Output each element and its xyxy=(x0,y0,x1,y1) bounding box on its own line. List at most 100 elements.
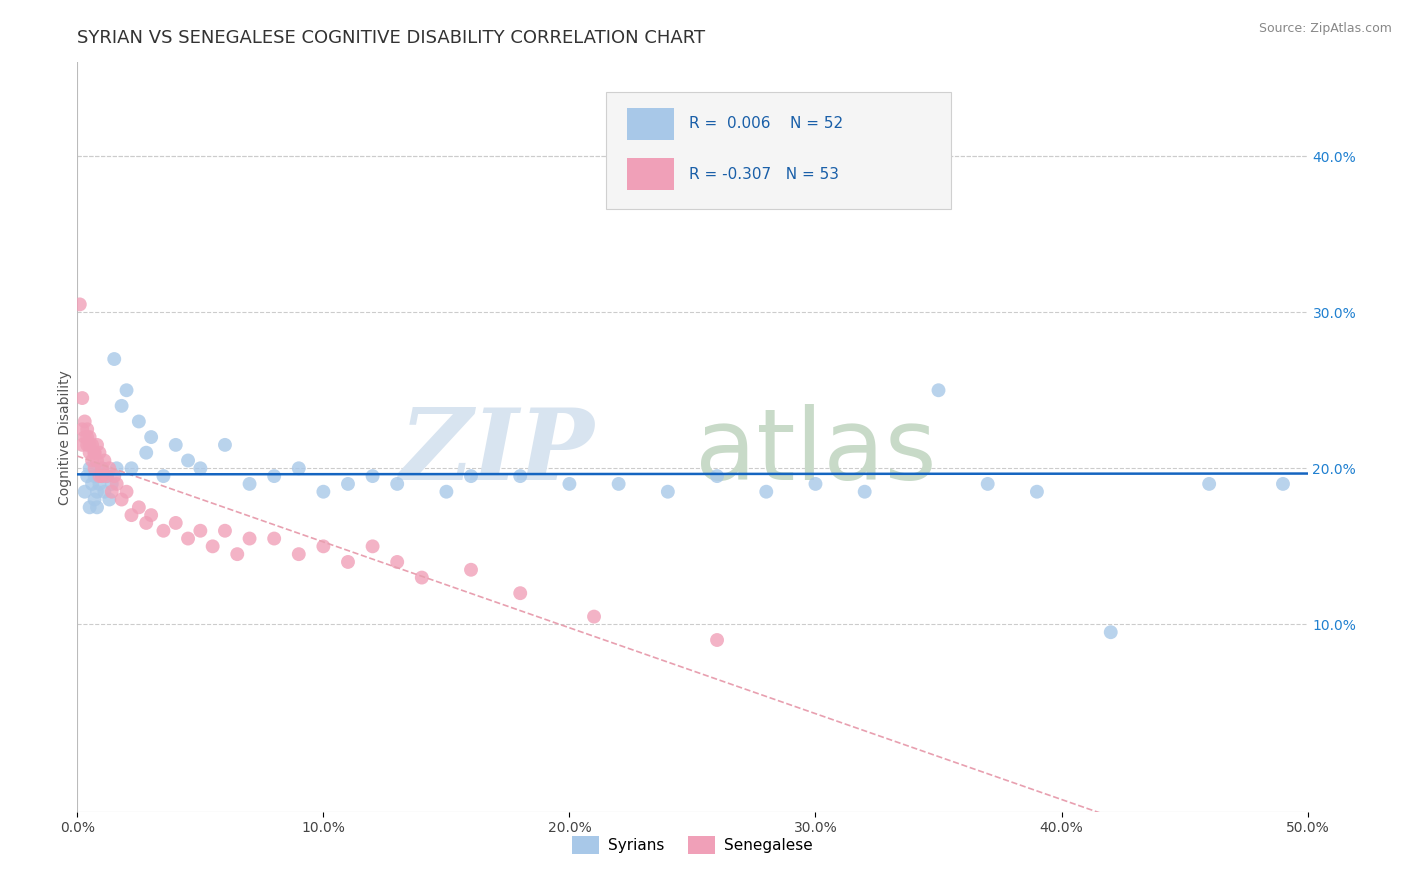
Point xyxy=(86,484,108,499)
Legend: Syrians, Senegalese: Syrians, Senegalese xyxy=(565,830,820,860)
Point xyxy=(239,476,262,491)
Point xyxy=(1272,476,1295,491)
Point xyxy=(135,446,157,460)
Point xyxy=(83,461,105,475)
Point xyxy=(977,476,1000,491)
Point xyxy=(188,461,212,475)
Point xyxy=(460,563,482,577)
Point xyxy=(103,351,125,366)
Point xyxy=(83,446,105,460)
Point xyxy=(288,547,311,561)
Point xyxy=(89,446,111,460)
Point xyxy=(152,469,174,483)
Point xyxy=(928,384,950,398)
Point xyxy=(79,461,101,475)
FancyBboxPatch shape xyxy=(627,159,673,190)
Point xyxy=(337,476,360,491)
Point xyxy=(411,571,433,585)
Point xyxy=(69,297,91,311)
Point xyxy=(70,422,93,436)
Point xyxy=(96,469,118,483)
Text: R =  0.006    N = 52: R = 0.006 N = 52 xyxy=(689,116,842,131)
Point xyxy=(121,461,143,475)
Point xyxy=(73,430,96,444)
Point xyxy=(201,539,224,553)
Point xyxy=(177,453,200,467)
Point xyxy=(86,453,108,467)
Point xyxy=(76,422,98,436)
Text: ZIP: ZIP xyxy=(399,404,595,500)
Point xyxy=(82,438,104,452)
Point xyxy=(152,524,174,538)
Point xyxy=(70,391,93,405)
Point xyxy=(90,461,114,475)
Y-axis label: Cognitive Disability: Cognitive Disability xyxy=(58,369,72,505)
Point xyxy=(76,430,98,444)
Point xyxy=(90,469,114,483)
Point xyxy=(103,469,125,483)
Point xyxy=(706,633,728,648)
Point xyxy=(98,492,121,507)
Point xyxy=(141,430,163,444)
Point xyxy=(288,461,311,475)
Point xyxy=(79,438,101,452)
Point xyxy=(312,484,335,499)
Point xyxy=(226,547,249,561)
FancyBboxPatch shape xyxy=(606,93,950,209)
Point xyxy=(79,430,101,444)
Point xyxy=(105,461,128,475)
Point xyxy=(337,555,360,569)
Point xyxy=(436,484,458,499)
Point xyxy=(361,539,384,553)
Point xyxy=(188,524,212,538)
Point xyxy=(86,438,108,452)
Point xyxy=(82,476,104,491)
Point xyxy=(558,476,581,491)
Point xyxy=(509,586,531,600)
Point xyxy=(141,508,163,523)
Point xyxy=(93,453,115,467)
Point xyxy=(1198,476,1220,491)
Point xyxy=(177,532,200,546)
Point xyxy=(607,476,630,491)
Point xyxy=(73,414,96,429)
Point xyxy=(657,484,679,499)
Point xyxy=(76,438,98,452)
Point xyxy=(83,469,105,483)
Point xyxy=(70,438,93,452)
Point xyxy=(89,469,111,483)
Point xyxy=(214,524,236,538)
Point xyxy=(312,539,335,553)
Text: Source: ZipAtlas.com: Source: ZipAtlas.com xyxy=(1258,22,1392,36)
Point xyxy=(121,508,143,523)
Point xyxy=(98,461,121,475)
Point xyxy=(79,500,101,515)
Point xyxy=(214,438,236,452)
Point xyxy=(115,384,138,398)
Point xyxy=(93,484,115,499)
Point xyxy=(135,516,157,530)
Point xyxy=(385,555,409,569)
Point xyxy=(89,476,111,491)
Point xyxy=(101,476,124,491)
Text: R = -0.307   N = 53: R = -0.307 N = 53 xyxy=(689,167,839,182)
Point xyxy=(105,476,128,491)
Point xyxy=(111,492,132,507)
Point xyxy=(82,453,104,467)
Point xyxy=(111,399,132,413)
Point xyxy=(115,484,138,499)
Text: atlas: atlas xyxy=(695,403,936,500)
Point xyxy=(83,446,105,460)
Point xyxy=(385,476,409,491)
Point xyxy=(76,469,98,483)
Point xyxy=(1099,625,1122,640)
Point xyxy=(165,516,187,530)
Point xyxy=(90,469,114,483)
Point xyxy=(96,469,118,483)
Point xyxy=(86,500,108,515)
Point xyxy=(583,609,606,624)
Point xyxy=(509,469,531,483)
Point xyxy=(90,461,114,475)
Point xyxy=(239,532,262,546)
Point xyxy=(83,492,105,507)
